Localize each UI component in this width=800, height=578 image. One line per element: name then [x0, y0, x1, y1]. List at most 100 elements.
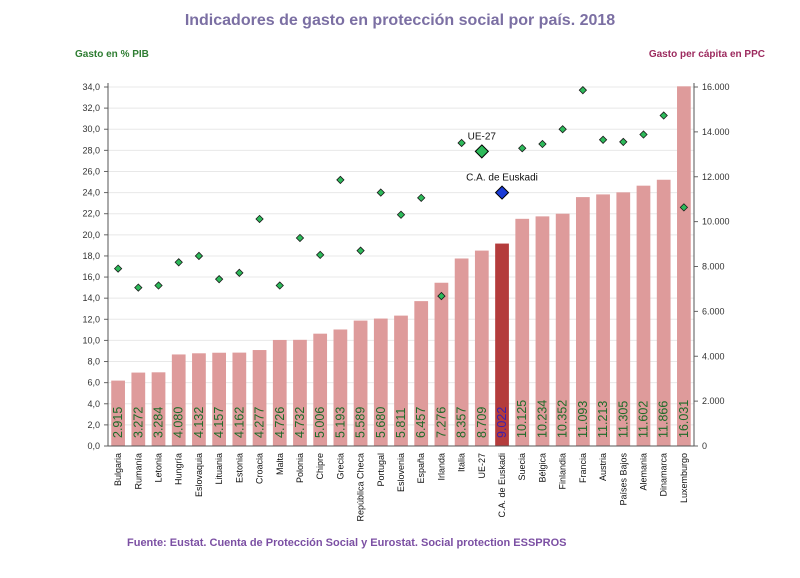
annotations: UE-27 C.A. de Euskadi: [466, 131, 538, 183]
bar-data-label: 3.272: [131, 407, 145, 438]
marker: [235, 268, 244, 278]
bar: [272, 339, 287, 446]
bar: [414, 301, 429, 446]
left-tick-label: 2,0: [87, 420, 100, 430]
bar: [535, 216, 550, 446]
bar-data-label: 6.457: [414, 407, 428, 438]
bar-data-label: 5.680: [374, 407, 388, 438]
category-label: Austria: [598, 453, 608, 481]
category-label: Malta: [275, 453, 285, 475]
marker: [538, 139, 547, 149]
category-label: Chipre: [315, 453, 325, 480]
bar: [313, 333, 328, 446]
marker: [558, 125, 567, 134]
category-label: Finlandia: [558, 453, 568, 490]
category-label: Rumanía: [133, 453, 143, 490]
left-tick-label: 28,0: [82, 145, 100, 155]
marker: [396, 210, 406, 219]
marker: [214, 275, 224, 284]
marker: [659, 111, 668, 120]
category-label: España: [416, 453, 426, 484]
bar: [434, 282, 449, 446]
left-tick-label: 12,0: [82, 314, 100, 324]
bar-data-label: 16.031: [677, 400, 691, 438]
category-label: C.A. de Euskadi: [497, 453, 507, 518]
marker: [174, 258, 183, 267]
bar: [192, 353, 206, 446]
category-label: Croacia: [255, 453, 265, 484]
bar-data-label: 5.589: [354, 407, 368, 438]
category-label: Hungría: [174, 453, 184, 485]
left-tick-label: 6,0: [87, 378, 100, 388]
category-labels: Bulgaria Rumanía Letonia Hungría Eslovaquia L…: [113, 453, 689, 522]
bar-data-label: 7.276: [434, 407, 448, 438]
annotation: C.A. de Euskadi: [466, 173, 538, 184]
left-tick-label: 30,0: [82, 124, 100, 134]
bar-data-label: 4.132: [192, 407, 206, 438]
bar: [353, 320, 368, 446]
axes: [107, 83, 695, 447]
marker: [578, 86, 588, 95]
bar-data-label: 4.157: [212, 407, 226, 438]
left-tick-label: 24,0: [82, 188, 100, 198]
bar: [131, 372, 146, 446]
bar: [474, 250, 489, 446]
bar: [232, 352, 247, 446]
marker: [437, 291, 446, 301]
category-label: Francia: [578, 453, 588, 483]
right-axis-title: Gasto per cápita en PPC: [649, 49, 765, 60]
bar-data-label: 3.284: [152, 407, 166, 438]
bar-data-label: 11.602: [636, 401, 650, 438]
bar-data-label: 11.305: [616, 401, 630, 438]
marker: [255, 214, 264, 224]
right-tick-label: 10.000: [702, 217, 730, 227]
marker: [295, 233, 305, 243]
category-label: República Checa: [356, 453, 366, 522]
category-label: Suecia: [517, 453, 527, 481]
bar: [333, 329, 348, 446]
left-tick-label: 26,0: [82, 166, 100, 176]
bar-data-label: 11.093: [576, 401, 590, 438]
marker: [275, 281, 284, 290]
bar-data-label: 8.357: [455, 407, 469, 438]
bar: [677, 86, 691, 446]
left-tick-label: 0,0: [87, 441, 100, 451]
bar: [293, 339, 307, 446]
category-label: Dinamarca: [659, 453, 669, 497]
category-label: Lituania: [214, 453, 224, 485]
marker: [417, 193, 426, 203]
marker: [113, 264, 123, 273]
bar: [373, 318, 388, 446]
category-label: Luxemburgo: [679, 453, 689, 503]
bar-data-label: 5.006: [313, 407, 327, 438]
right-axis-ticks: 0 2.000 4.000 6.000 8.000 10.000 12.000 14.000 1…: [694, 82, 730, 451]
left-axis-title: Gasto en % PIB: [75, 49, 149, 60]
category-label: Bulgaria: [113, 453, 123, 486]
bar-data-label: 10.234: [535, 400, 549, 438]
right-tick-label: 8.000: [702, 262, 725, 272]
marker: [639, 130, 648, 139]
bar-data-label: 8.709: [475, 407, 489, 438]
marker-series: [113, 86, 689, 301]
bar-data-label: 4.277: [253, 407, 267, 438]
category-label: Polonia: [295, 453, 305, 483]
right-tick-label: 16.000: [702, 82, 730, 92]
right-tick-label: 4.000: [702, 351, 725, 361]
right-tick-label: 6.000: [702, 306, 725, 316]
bar-data-label: 11.213: [596, 401, 610, 438]
bar-data-label: 4.726: [273, 407, 287, 438]
marker: [518, 144, 527, 153]
category-label: Eslovenia: [396, 453, 406, 492]
marker: [154, 281, 163, 290]
bar: [555, 213, 570, 446]
chart-title: Indicadores de gasto en protección socia…: [185, 12, 615, 29]
category-label: Estonia: [234, 453, 244, 483]
category-label: Italia: [457, 453, 467, 472]
bar: [575, 197, 590, 446]
bar: [616, 192, 631, 446]
bar: [111, 380, 125, 446]
bar: [495, 243, 509, 446]
category-label: Irlanda: [436, 453, 446, 481]
left-tick-label: 10,0: [82, 335, 100, 345]
left-tick-label: 18,0: [82, 251, 100, 261]
